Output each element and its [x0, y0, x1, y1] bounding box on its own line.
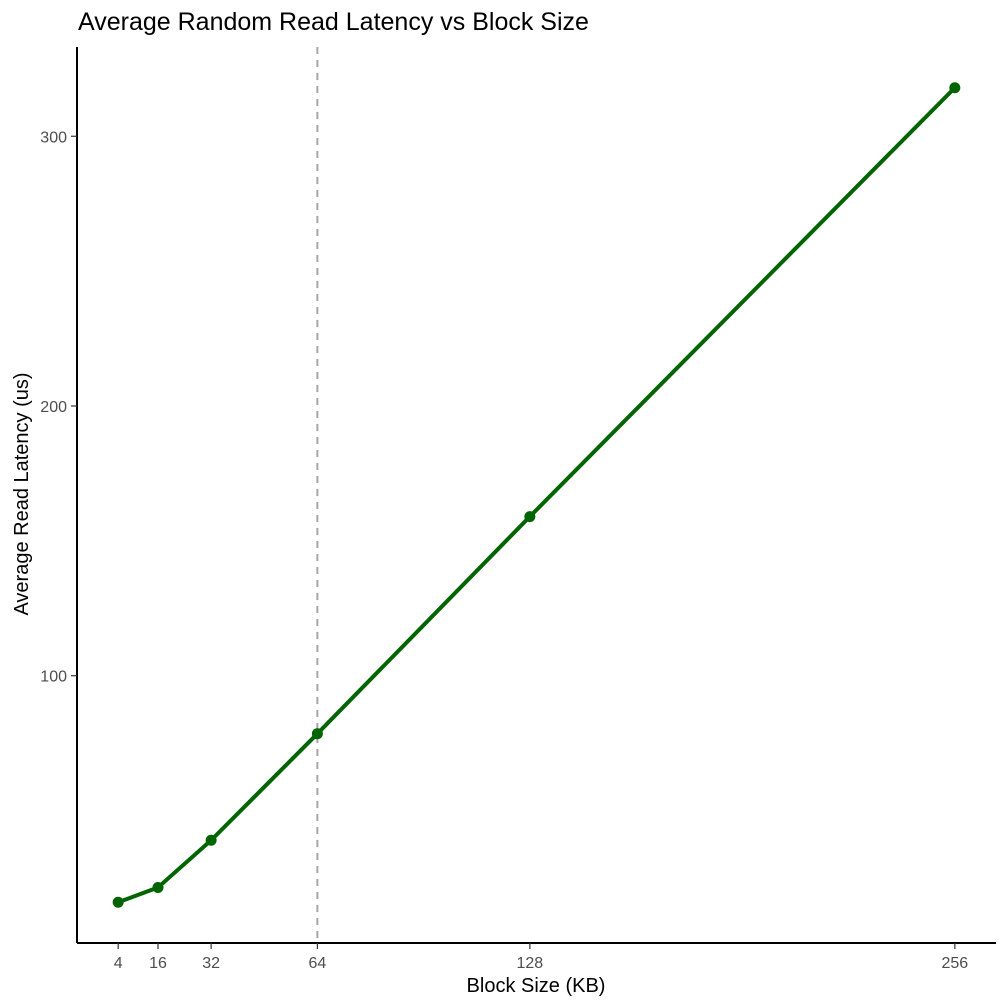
- data-point-128: [524, 511, 536, 523]
- x-tick-label: 4: [114, 955, 123, 972]
- data-point-32: [205, 834, 217, 846]
- axes-layer: [76, 47, 996, 944]
- y-tick-label: 100: [40, 669, 67, 686]
- series-line: [116, 85, 957, 905]
- x-ticks: 4 16 32 64 128 256: [114, 943, 968, 972]
- y-axis-title: Average Read Latency (us): [11, 372, 33, 615]
- y-ticks: 100 200 300: [40, 129, 77, 686]
- x-tick-label: 16: [149, 955, 167, 972]
- x-tick-label: 256: [941, 955, 968, 972]
- x-axis-title: Block Size (KB): [467, 975, 606, 997]
- y-tick-label: 200: [40, 399, 67, 416]
- data-point-64: [311, 728, 323, 740]
- y-tick-label: 300: [40, 129, 67, 146]
- series-layer: [112, 82, 961, 908]
- x-tick-label: 128: [517, 955, 544, 972]
- data-point-256: [949, 82, 961, 94]
- chart-title: Average Random Read Latency vs Block Siz…: [78, 8, 589, 36]
- data-point-16: [152, 881, 164, 893]
- data-point-4: [112, 896, 124, 908]
- x-tick-label: 64: [308, 955, 326, 972]
- x-tick-label: 32: [202, 955, 220, 972]
